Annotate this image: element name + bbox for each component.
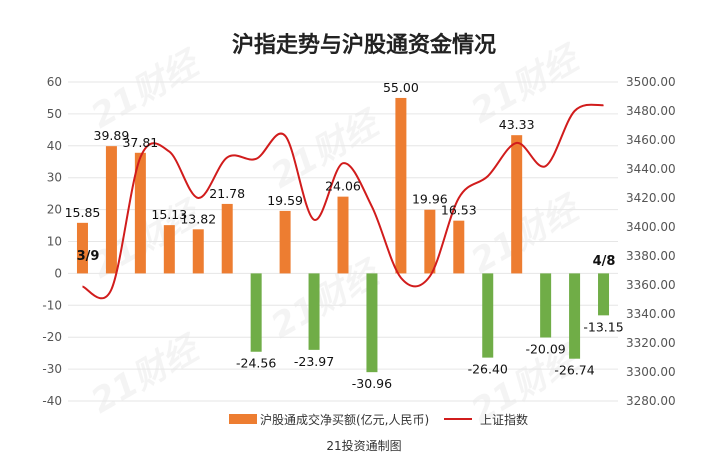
left-tick-label: 60: [47, 75, 62, 89]
data-label: 39.89: [94, 128, 130, 143]
watermark-text: 21财经: [465, 187, 588, 281]
left-tick-label: -30: [42, 362, 62, 376]
data-label: -26.40: [468, 362, 508, 377]
bar: [569, 273, 581, 359]
data-label: 19.59: [267, 193, 303, 208]
right-axis: 3500.00 3480.00 3460.00 3440.00 3420.00 3400.…: [626, 75, 676, 408]
end-date-label: 4/8: [593, 254, 616, 269]
bar: [105, 146, 117, 274]
left-tick-label: 10: [47, 235, 62, 249]
left-tick-label: 30: [47, 171, 62, 185]
bar: [540, 273, 552, 338]
data-label: -26.74: [554, 363, 594, 378]
data-label: 43.33: [499, 117, 535, 132]
right-tick-label: 3400.00: [626, 220, 676, 234]
legend-bar-label: 沪股通成交净买额(亿元,人民币): [260, 412, 429, 427]
data-label: 16.53: [441, 203, 477, 218]
legend-line-label: 上证指数: [480, 412, 528, 427]
bar: [76, 222, 88, 274]
bar: [279, 210, 291, 274]
left-tick-label: -20: [42, 330, 62, 344]
start-date-label: 3/9: [77, 249, 100, 264]
right-tick-label: 3300.00: [626, 365, 676, 379]
bar: [192, 229, 204, 274]
watermark-text: 21财经: [85, 42, 208, 136]
data-label: 37.81: [122, 135, 158, 150]
right-tick-label: 3320.00: [626, 336, 676, 350]
bar-series: [76, 97, 610, 373]
source-note: 21投资通制图: [326, 438, 401, 453]
legend-bar-swatch: [229, 414, 257, 424]
right-tick-label: 3360.00: [626, 278, 676, 292]
data-label: 15.85: [65, 205, 101, 220]
bar: [598, 273, 610, 316]
right-tick-label: 3420.00: [626, 191, 676, 205]
left-tick-label: -10: [42, 298, 62, 312]
bar: [482, 273, 494, 358]
data-label: -23.97: [294, 354, 334, 369]
right-tick-label: 3480.00: [626, 104, 676, 118]
bar: [511, 135, 523, 274]
index-line: [82, 103, 604, 300]
bar: [424, 209, 436, 274]
data-label: -13.15: [583, 319, 623, 334]
bar: [250, 273, 262, 352]
left-tick-label: -40: [42, 394, 62, 408]
bar: [221, 203, 233, 274]
data-label: 55.00: [383, 80, 419, 95]
right-tick-label: 3500.00: [626, 75, 676, 89]
line-series: [82, 103, 604, 300]
data-label: -30.96: [352, 376, 392, 391]
legend: 沪股通成交净买额(亿元,人民币) 上证指数: [229, 412, 528, 427]
right-tick-label: 3380.00: [626, 249, 676, 263]
bar: [366, 273, 378, 373]
data-label: 15.13: [151, 207, 187, 222]
data-label: 21.78: [209, 186, 245, 201]
bar: [163, 225, 175, 274]
bar: [134, 152, 146, 274]
data-label: -20.09: [525, 341, 565, 356]
right-tick-label: 3280.00: [626, 394, 676, 408]
watermark-text: 21财经: [85, 327, 208, 421]
bar: [395, 97, 407, 274]
right-tick-label: 3440.00: [626, 162, 676, 176]
watermark-text: 21财经: [85, 192, 208, 286]
bar: [308, 273, 320, 350]
right-tick-label: 3340.00: [626, 307, 676, 321]
data-label: 24.06: [325, 179, 361, 194]
left-tick-label: 20: [47, 203, 62, 217]
left-tick-label: 40: [47, 139, 62, 153]
bar: [337, 196, 349, 274]
left-tick-label: 50: [47, 107, 62, 121]
left-tick-label: 0: [54, 266, 62, 280]
bar: [453, 220, 465, 274]
chart-title: 沪指走势与沪股通资金情况: [232, 32, 496, 58]
data-label: 19.96: [412, 192, 448, 207]
right-tick-label: 3460.00: [626, 133, 676, 147]
data-label: -24.56: [236, 356, 276, 371]
data-label: 13.82: [180, 211, 216, 226]
left-axis: 60 50 40 30 20 10 0 -10 -20 -30 -40: [42, 75, 62, 408]
